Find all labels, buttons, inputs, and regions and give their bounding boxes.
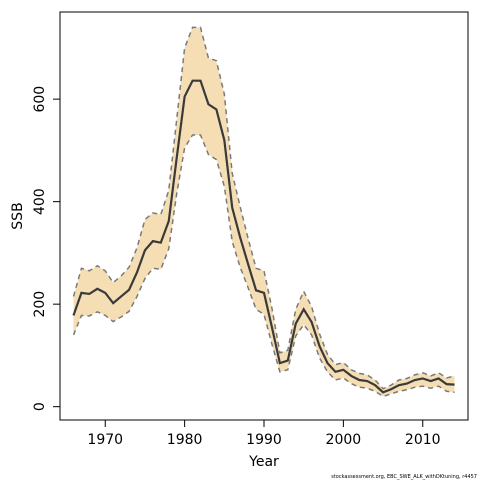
x-tick-label: 2000 [326, 432, 362, 448]
confidence-band-layer [73, 27, 455, 397]
plot-frame [59, 11, 469, 421]
x-tick-label: 1970 [87, 432, 123, 448]
y-tick-label: 200 [32, 291, 48, 318]
x-tick-label: 1980 [167, 432, 203, 448]
estimate-line-layer [72, 26, 455, 398]
upper-bound-line [72, 26, 455, 390]
lower-bound-line [72, 134, 455, 398]
confidence-band [73, 27, 455, 397]
x-axis-label: Year [248, 454, 279, 470]
x-tick-label: 2010 [405, 432, 441, 448]
source-footnote: stockassessment.org, EBC_SWE_ALK_withDKt… [331, 474, 477, 480]
x-axis: 1970 1980 1990 2000 2010 [87, 419, 441, 448]
y-tick-label: 400 [32, 188, 48, 215]
y-tick-label: 600 [32, 86, 48, 113]
y-tick-label: 0 [32, 402, 48, 411]
y-axis: 0 200 400 600 [32, 86, 61, 411]
x-tick-label: 1990 [246, 432, 282, 448]
ssb-estimate-line [72, 79, 455, 394]
y-axis-label: SSB [10, 202, 26, 229]
